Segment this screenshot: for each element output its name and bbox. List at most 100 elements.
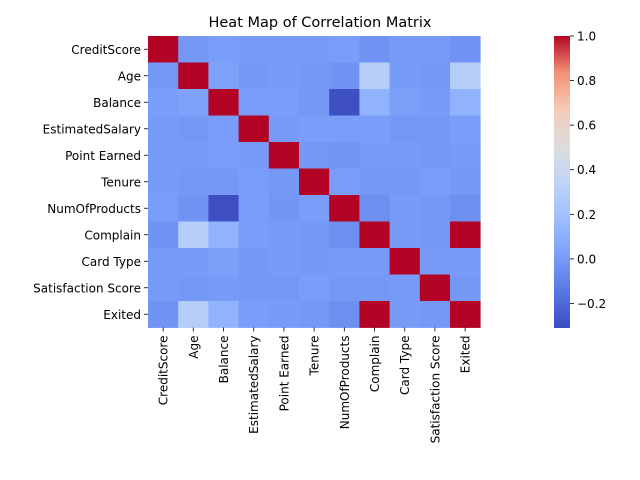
heatmap-cell [238,168,270,196]
heatmap-cell [450,142,481,169]
heatmap-cell [359,195,390,222]
heatmap-cell [299,274,330,302]
heatmap-cell [359,142,390,169]
heatmap-cell [299,248,330,275]
heatmap-cell [178,115,209,143]
heatmap-cell [238,115,270,143]
heatmap-cell [208,301,239,328]
heatmap-cell [359,89,390,116]
heatmap-cell [450,115,481,143]
heatmap-cell [329,168,360,196]
colorbar-tick-label: 0.4 [577,163,596,177]
heatmap-cell [148,142,179,169]
heatmap-cell [299,195,330,222]
heatmap-cell [359,62,390,90]
heatmap-cell [419,62,451,90]
heatmap-cell [268,168,300,196]
colorbar-tick-label: 0.6 [577,119,596,133]
heatmap-cell [268,36,300,63]
heatmap-cell [268,221,300,249]
colorbar-tick-label: 0.8 [577,74,596,88]
x-tick-label: Satisfaction Score [428,336,442,444]
heatmap-cell [389,62,421,90]
heatmap-cell [419,89,451,116]
y-tick-label: Age [118,69,141,83]
heatmap-cell [450,274,481,302]
heatmap-cell [268,142,300,169]
y-tick-label: Balance [93,96,141,110]
heatmap-cell [268,195,300,222]
heatmap-cell [359,36,390,63]
heatmap-cell [268,89,300,116]
heatmap-cell [238,36,270,63]
heatmap-cell [148,62,179,90]
heatmap-cell [389,36,421,63]
chart-title: Heat Map of Correlation Matrix [208,15,431,31]
heatmap-cell [178,274,209,302]
heatmap-cell [238,274,270,302]
x-tick-label: Tenure [308,336,322,377]
x-tick-label: Balance [217,336,231,384]
colorbar-tick-label: 1.0 [577,30,596,44]
heatmap-cell [359,274,390,302]
heatmap-cell [148,115,179,143]
heatmap-cell [268,274,300,302]
heatmap-cell [450,36,481,63]
heatmap-cell [299,36,330,63]
heatmap-cell [389,142,421,169]
heatmap-cell [178,89,209,116]
heatmap-cell [148,168,179,196]
heatmap-cell [329,221,360,249]
heatmap-cell [148,301,179,328]
heatmap-cell [148,221,179,249]
heatmap-cell [419,221,451,249]
y-tick-label: Complain [84,228,141,242]
heatmap-cell [329,195,360,222]
heatmap-cell [148,36,179,63]
heatmap-cell [148,248,179,275]
heatmap-cell [208,142,239,169]
heatmap-cell [178,142,209,169]
heatmap-cell [238,62,270,90]
heatmap-cell [419,168,451,196]
heatmap-cell [268,301,300,328]
heatmap-cell [450,248,481,275]
heatmap-cell [178,195,209,222]
heatmap-cell [148,195,179,222]
heatmap-cell [419,274,451,302]
heatmap-cell [419,36,451,63]
heatmap-cell [178,221,209,249]
colorbar-tick-label: 0.2 [577,208,596,222]
heatmap-cell [359,221,390,249]
heatmap-cell [238,195,270,222]
y-tick-label: Tenure [100,175,141,189]
heatmap-cell [178,36,209,63]
y-tick-label: CreditScore [71,43,141,57]
heatmap-cell [389,168,421,196]
heatmap-cell [389,89,421,116]
x-tick-labels: CreditScore Age Balance EstimatedSalary Poin… [157,327,473,444]
x-tick-label: Point Earned [277,336,291,412]
x-tick-label: CreditScore [157,336,171,406]
heatmap-cell [389,221,421,249]
heatmap-cell [419,301,451,328]
heatmap-cell [299,115,330,143]
heatmap-cell [208,115,239,143]
heatmap-cell [419,195,451,222]
heatmap-cell [329,115,360,143]
heatmap-cells [148,36,481,328]
heatmap-cell [268,62,300,90]
heatmap-cell [389,301,421,328]
heatmap-cell [238,89,270,116]
y-tick-label: Satisfaction Score [33,281,141,295]
heatmap-cell [268,115,300,143]
heatmap-cell [450,195,481,222]
heatmap-cell [299,221,330,249]
heatmap-cell [329,142,360,169]
heatmap-cell [178,62,209,90]
heatmap-cell [450,301,481,328]
heatmap-cell [148,274,179,302]
heatmap-cell [268,248,300,275]
heatmap-cell [208,221,239,249]
